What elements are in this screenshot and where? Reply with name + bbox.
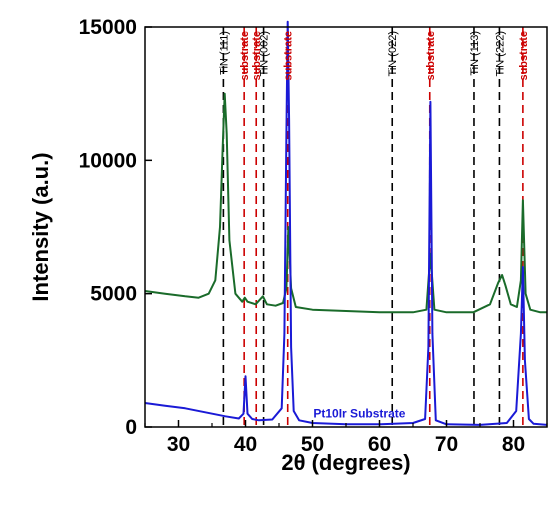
x-tick-label-70: 70 [435, 433, 458, 456]
x-tick-label-50: 50 [301, 433, 324, 456]
reference-label-substrate-2: substrate [251, 31, 263, 81]
axis-ticks [144, 26, 548, 428]
reference-label-tin-002-3: TiN (002) [259, 31, 271, 76]
x-tick-label-40: 40 [234, 433, 257, 456]
reference-lines [222, 27, 524, 427]
reference-label-tin-111-0: TiN (111) [218, 31, 230, 75]
reference-label-tin-222-8: TiN (222) [494, 31, 506, 76]
x-tick-label-80: 80 [502, 433, 525, 456]
reference-label-tin-113-7: TiN (113) [469, 31, 481, 76]
series-line-0 [144, 92, 547, 314]
reference-label-substrate-1: substrate [239, 31, 251, 81]
y-tick-label-0: 0 [125, 416, 137, 439]
y-tick-label-10000: 10000 [79, 149, 137, 172]
reference-label-substrate-6: substrate [425, 31, 437, 81]
series-labels: Pt10Ir Substrate [313, 407, 405, 421]
y-tick-label-5000: 5000 [90, 283, 137, 306]
x-tick-label-30: 30 [167, 433, 190, 456]
y-tick-label-15000: 15000 [79, 16, 137, 39]
x-tick-label-60: 60 [368, 433, 391, 456]
plot-frame [144, 26, 548, 428]
x-axis-title: 2θ (degrees) [281, 450, 410, 475]
reference-label-tin-022-5: TiN (022) [387, 31, 399, 76]
series-line-1 [144, 20, 548, 426]
series-label-0: Pt10Ir Substrate [313, 407, 405, 421]
series-layer [144, 20, 548, 426]
reference-label-substrate-4: substrate [283, 31, 295, 81]
y-axis-title: Intensity (a.u.) [28, 152, 53, 301]
tick-labels: 30 40 50 60 70 80 0 5000 10000 15000 [79, 16, 526, 456]
reference-label-substrate-9: substrate [518, 31, 530, 81]
